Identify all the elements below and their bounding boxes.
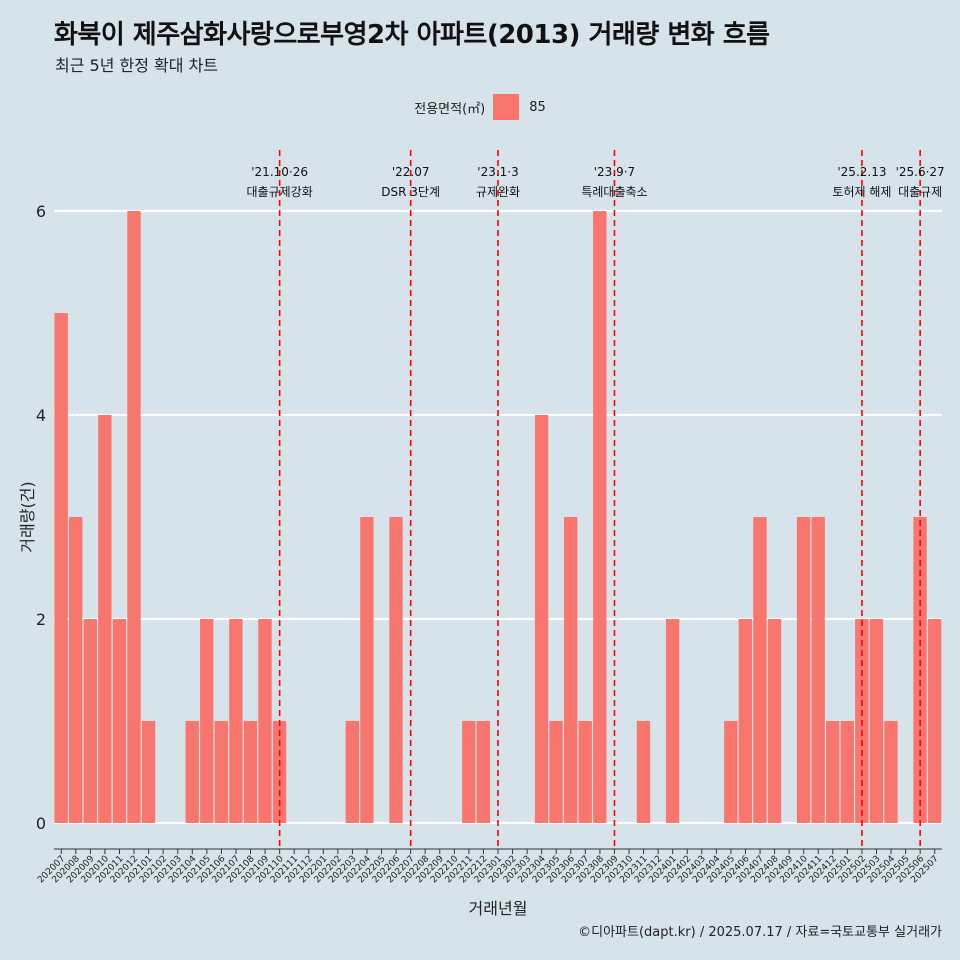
bar	[243, 721, 258, 823]
bar	[564, 517, 578, 823]
bar	[200, 619, 214, 823]
bar	[884, 721, 898, 823]
bar	[141, 721, 156, 823]
bar	[476, 721, 491, 823]
annotation-label: 규제완화	[476, 185, 520, 199]
annotation-label: 토허제 해제	[832, 185, 891, 199]
legend-title: 전용면적(㎡)	[414, 101, 486, 117]
bar	[549, 721, 563, 823]
bar	[389, 517, 403, 823]
annotation-date: '22.07	[392, 165, 430, 179]
bar	[869, 619, 884, 823]
x-axis-title: 거래년월	[469, 899, 528, 918]
bar	[360, 517, 374, 823]
bar	[826, 721, 840, 823]
annotation-date: '21.10·26	[251, 165, 308, 179]
bar	[636, 721, 651, 823]
bar	[840, 721, 854, 823]
bar	[811, 517, 825, 823]
legend: 전용면적(㎡) 85	[0, 93, 960, 121]
chart-caption: ©디아파트(dapt.kr) / 2025.07.17 / 자료=국토교통부 실…	[578, 925, 942, 940]
chart-title: 화북이 제주삼화사랑으로부영2차 아파트(2013) 거래량 변화 흐름	[54, 20, 770, 50]
bar	[462, 721, 476, 823]
bar	[665, 619, 680, 823]
chart-subtitle: 최근 5년 한정 확대 차트	[55, 56, 219, 75]
annotation-label: DSR 3단계	[381, 185, 440, 199]
bar	[534, 415, 549, 823]
y-tick-label: 6	[36, 202, 46, 221]
bar	[69, 517, 83, 823]
y-tick-label: 0	[36, 814, 46, 833]
bar	[98, 415, 112, 823]
bar	[185, 721, 199, 823]
legend-swatch	[493, 94, 520, 120]
bar	[738, 619, 753, 823]
bar	[112, 619, 127, 823]
bar	[258, 619, 272, 823]
bar	[724, 721, 738, 823]
legend-item-label: 85	[529, 99, 546, 115]
bar	[767, 619, 782, 823]
bar	[214, 721, 228, 823]
annotation-label: 특례대출축소	[581, 185, 647, 199]
bar	[229, 619, 243, 823]
y-tick-label: 4	[36, 406, 46, 425]
bar	[127, 211, 141, 823]
bar	[345, 721, 360, 823]
bar	[83, 619, 97, 823]
annotation-label: 대출규제강화	[247, 185, 313, 199]
bar	[927, 619, 942, 823]
annotation-date: '23.9·7	[594, 165, 635, 179]
bar	[593, 211, 607, 823]
bar	[578, 721, 592, 823]
bar	[753, 517, 767, 823]
bar	[796, 517, 811, 823]
bar	[54, 313, 68, 823]
y-tick-label: 2	[36, 610, 46, 629]
annotation-date: '25.6·27	[896, 165, 945, 179]
annotation-date: '25.2.13	[837, 165, 886, 179]
annotation-date: '23.1·3	[477, 165, 518, 179]
y-axis-title: 거래량(건)	[18, 481, 37, 552]
annotation-label: 대출규제	[898, 185, 942, 199]
